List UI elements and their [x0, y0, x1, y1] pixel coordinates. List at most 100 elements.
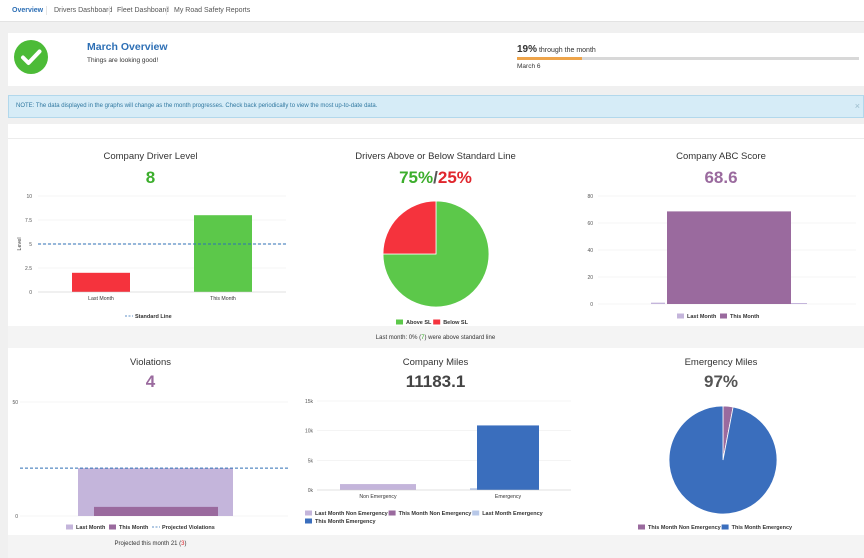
legend-swatch: [109, 524, 116, 530]
above-pct: 75%: [399, 168, 434, 187]
bar-this-month: [94, 506, 218, 516]
above-below-value: 75%/25%: [293, 168, 578, 188]
y-tick-label: 7.5: [25, 218, 32, 224]
last-month-note: Last month: 0% (7) were above standard l…: [293, 335, 578, 341]
x-tick-label: Last Month: [88, 296, 114, 302]
abc-score-chart: 0 20 40 60 80 Last Month This Month: [587, 194, 856, 320]
y-tick-label: 0k: [308, 488, 314, 494]
y-tick-label: 10: [26, 194, 32, 200]
legend-swatch: [305, 518, 312, 524]
violations-value: 4: [145, 372, 156, 391]
last-month-note-prefix: Last month: 0% (: [375, 335, 422, 341]
legend-swatch: [388, 510, 396, 516]
above-below-pie: Above SL Below SL: [382, 200, 490, 326]
nav-divider: [109, 6, 110, 15]
projected-note-suffix: ): [184, 541, 187, 547]
y-tick-label: 15k: [305, 399, 314, 405]
legend-label: Last Month Non Emergency: [315, 511, 389, 517]
y-tick-label: 0: [590, 302, 593, 308]
close-icon[interactable]: ×: [854, 101, 860, 111]
x-tick-label: Emergency: [495, 494, 522, 500]
nav-divider: [46, 6, 47, 15]
x-tick-label: Non Emergency: [359, 494, 397, 500]
bar-1: [667, 211, 791, 304]
y-tick-label: 50: [12, 400, 18, 406]
legend-swatch: [720, 313, 727, 319]
legend-label: Last Month: [76, 525, 106, 531]
last-month-note-suffix: ) were above standard line: [424, 335, 496, 341]
driver-level-chart: 0 2.5 5 7.5 10 Level Last Month This Month Stand…: [17, 194, 286, 320]
legend-swatch: [305, 510, 312, 516]
tab-overview[interactable]: Overview: [12, 7, 44, 14]
bar-0: [72, 272, 130, 292]
divider: [8, 138, 864, 139]
y-tick-label: 0: [29, 290, 32, 296]
pie-slice-emergency: [668, 405, 778, 515]
bar-3-1: [477, 425, 539, 490]
company-miles-value: 11183.1: [405, 372, 466, 391]
driver-level-title: Company Driver Level: [103, 151, 198, 162]
y-tick-label: 40: [587, 248, 593, 254]
legend-swatch: [472, 510, 480, 516]
legend-swatch: [396, 319, 403, 325]
abc-score-panel: Company ABC Score 68.6 0 20 40 60 80 Last Mon…: [578, 138, 864, 326]
y-tick-label: 2.5: [25, 266, 32, 272]
month-progress-suffix: through the month: [537, 47, 596, 54]
bar-stub: [791, 303, 807, 304]
pct-slash: /: [433, 168, 438, 187]
y-tick-label: 60: [587, 221, 593, 227]
month-progress-fill: [517, 57, 582, 60]
violations-title: Violations: [129, 357, 172, 368]
tab-drivers-dashboard[interactable]: Drivers Dashboard: [54, 7, 113, 14]
tab-road-safety-reports[interactable]: My Road Safety Reports: [174, 7, 251, 14]
legend-label: This Month: [730, 314, 760, 320]
y-tick-label: 5: [29, 242, 32, 248]
company-miles-panel: Company Miles 11183.1 0k 5k 10k 15k Non Emer…: [293, 348, 578, 535]
driver-level-value: 8: [145, 168, 156, 187]
last-month-note-count: 7: [421, 335, 425, 341]
legend-swatch: [433, 319, 441, 325]
x-tick-label: This Month: [210, 296, 236, 302]
info-notice: NOTE: The data displayed in the graphs w…: [8, 95, 864, 118]
legend-label: Projected Violations: [162, 525, 215, 531]
legend-label: This Month: [119, 525, 149, 531]
violations-panel: Violations 4 0 50 Last Month This Month Proj…: [8, 348, 293, 535]
emergency-miles-title: Emergency Miles: [684, 357, 758, 368]
bar-0-0: [340, 484, 416, 490]
projected-note-count: 3: [181, 541, 185, 547]
row-footer: [8, 326, 864, 348]
legend-label: This Month Non Emergency: [648, 525, 722, 531]
bar-1: [194, 215, 252, 292]
legend-label: This Month Non Emergency: [399, 511, 473, 517]
top-nav: Overview Drivers Dashboard Fleet Dashboa…: [0, 0, 864, 22]
y-tick-label: 5k: [308, 458, 314, 464]
legend-label: Below SL: [443, 320, 468, 326]
y-axis-label: Level: [17, 237, 23, 250]
above-below-panel: Drivers Above or Below Standard Line 75%…: [293, 138, 578, 326]
bar-2-1: [470, 488, 480, 490]
legend-swatch: [721, 524, 729, 530]
abc-score-value: 68.6: [704, 168, 738, 187]
current-date: March 6: [517, 63, 541, 70]
company-miles-chart: 0k 5k 10k 15k Non Emergency Emergency Last Mon…: [305, 399, 571, 525]
legend-swatch: [638, 524, 645, 530]
legend-swatch: [66, 524, 73, 530]
legend-label: Last Month Emergency: [482, 511, 543, 517]
page-title: March Overview: [87, 41, 168, 53]
legend-swatch: [677, 313, 684, 319]
overview-subtitle: Things are looking good!: [87, 57, 159, 64]
projected-note: Projected this month 21 (3): [8, 541, 293, 547]
y-tick-label: 20: [587, 275, 593, 281]
abc-score-title: Company ABC Score: [676, 151, 766, 162]
nav-divider: [166, 6, 167, 15]
row-footer: [8, 535, 864, 558]
y-tick-label: 80: [587, 194, 593, 200]
y-tick-label: 10k: [305, 429, 314, 435]
violations-chart: 0 50 Last Month This Month Projected Violati…: [12, 400, 288, 531]
emergency-miles-pie: This Month Non Emergency This Month Emerg…: [638, 405, 793, 531]
y-tick-label: 0: [15, 514, 18, 520]
notice-text: NOTE: The data displayed in the graphs w…: [16, 103, 378, 109]
tab-fleet-dashboard[interactable]: Fleet Dashboard: [117, 7, 169, 14]
overview-card: March Overview Things are looking good! …: [8, 33, 864, 86]
legend-label: Standard Line: [135, 314, 172, 320]
